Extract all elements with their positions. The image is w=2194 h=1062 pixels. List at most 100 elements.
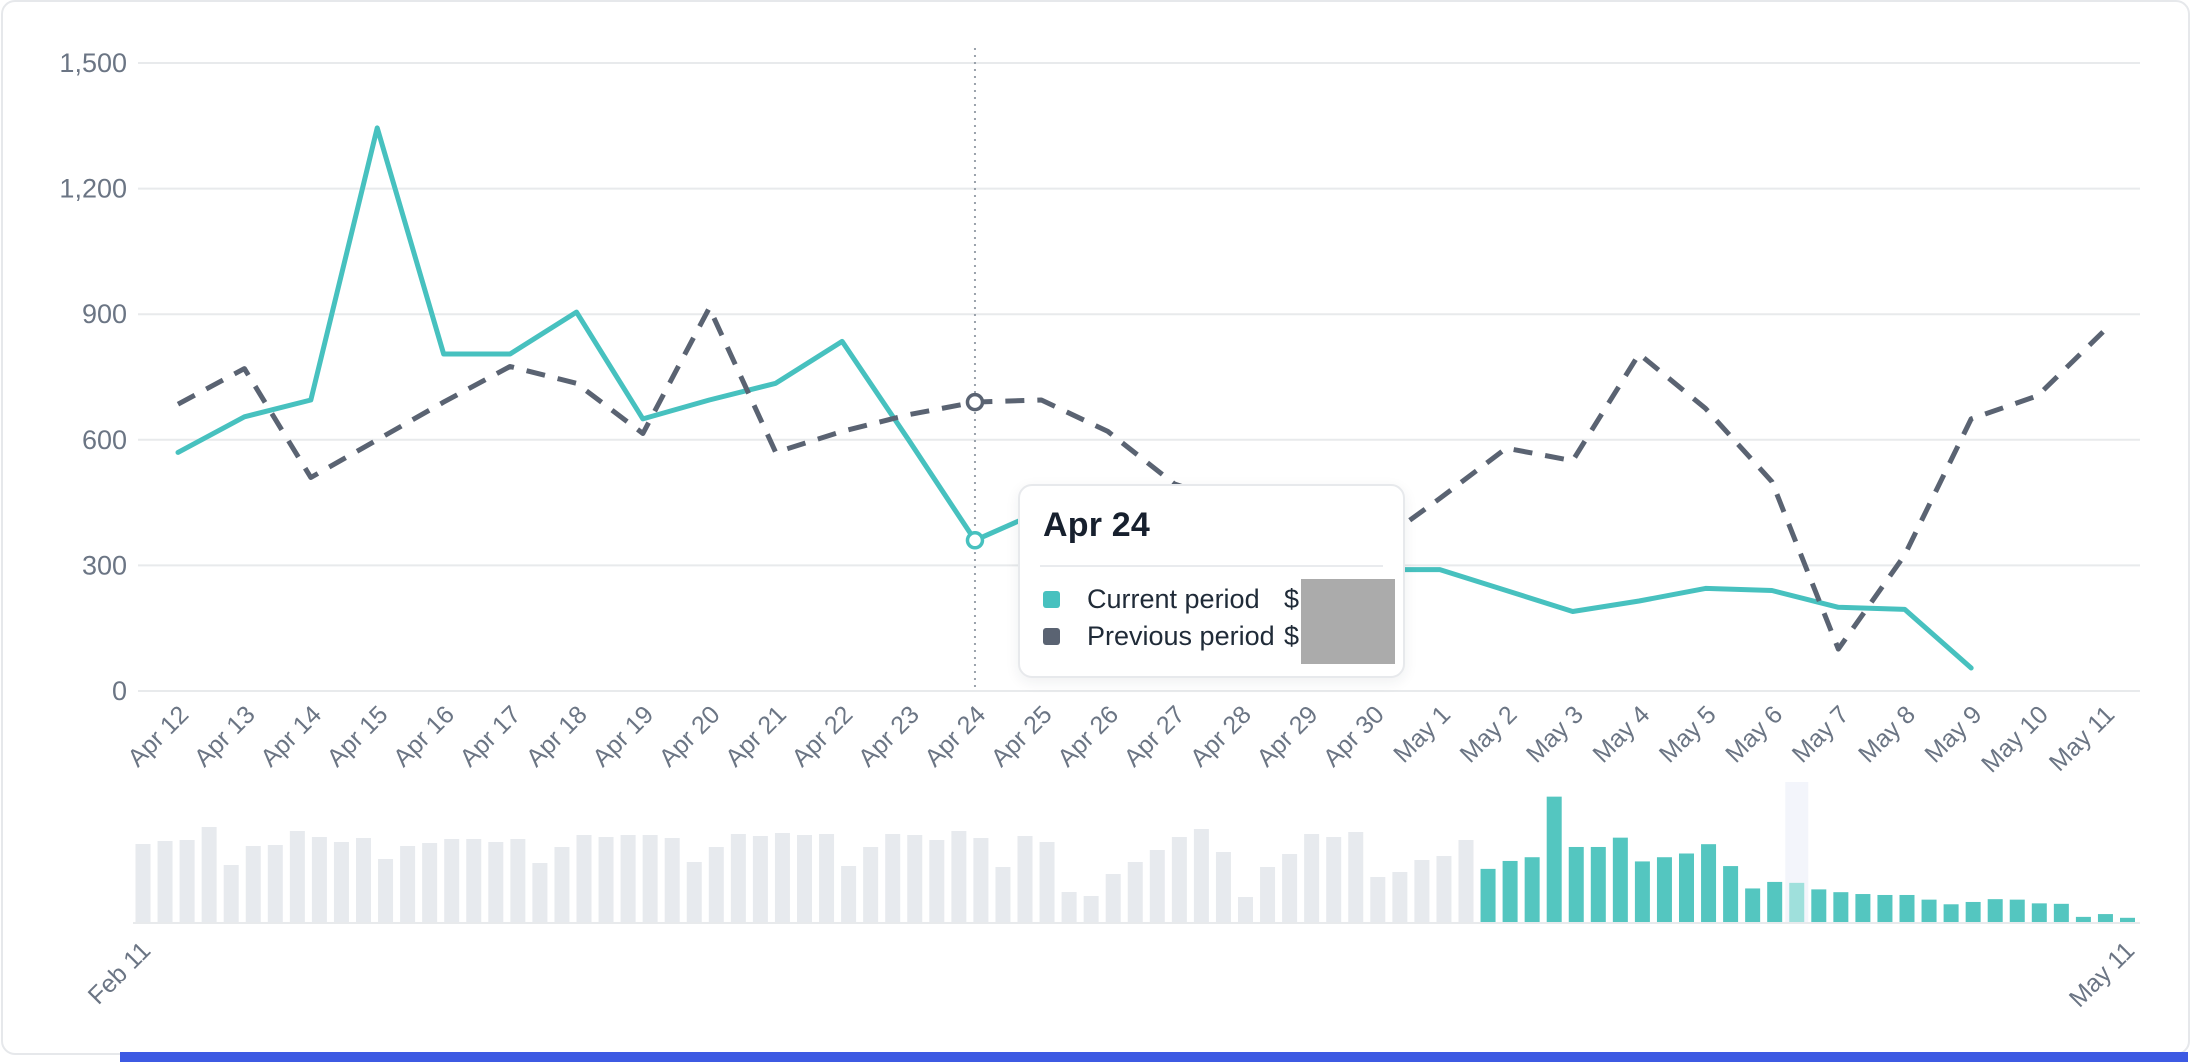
range-bar-past[interactable] — [774, 833, 790, 922]
range-bar-past[interactable] — [333, 842, 349, 922]
range-bar-current[interactable] — [1502, 860, 1518, 922]
range-bar-current[interactable] — [1965, 901, 1981, 922]
range-bar-current[interactable] — [1833, 892, 1849, 922]
range-bar-current[interactable] — [1590, 846, 1606, 922]
range-bar-past[interactable] — [1436, 856, 1452, 922]
range-bar-past[interactable] — [179, 840, 195, 922]
range-bar-past[interactable] — [289, 831, 305, 922]
range-bar-current[interactable] — [1899, 894, 1915, 922]
range-bar-past[interactable] — [929, 840, 945, 922]
range-bar-past[interactable] — [267, 845, 283, 922]
range-bar-current[interactable] — [1921, 899, 1937, 922]
range-bar-past[interactable] — [532, 863, 548, 922]
range-bar-past[interactable] — [819, 834, 835, 922]
range-bar-past[interactable] — [444, 839, 460, 922]
range-bar-past[interactable] — [995, 867, 1011, 922]
range-bar-past[interactable] — [400, 846, 416, 922]
range-bar-past[interactable] — [907, 835, 923, 922]
range-bar-past[interactable] — [686, 862, 702, 922]
range-bar-past[interactable] — [1392, 872, 1408, 922]
range-bar-past[interactable] — [1215, 852, 1231, 922]
range-bar-current[interactable] — [1701, 844, 1717, 922]
range-bar-past[interactable] — [1193, 829, 1209, 922]
range-bar-past[interactable] — [576, 835, 592, 922]
range-bar-past[interactable] — [135, 844, 151, 922]
range-bar-past[interactable] — [488, 842, 504, 922]
range-bar-current[interactable] — [1524, 857, 1540, 922]
range-bar-past[interactable] — [1171, 837, 1187, 922]
x-axis-tick-label: May 4 — [1587, 700, 1655, 768]
tooltip-date-title: Apr 24 — [1043, 506, 1151, 544]
range-bar-past[interactable] — [1105, 874, 1121, 922]
range-bar-current[interactable] — [1546, 796, 1562, 922]
range-bar-past[interactable] — [1061, 892, 1077, 922]
range-bar-past[interactable] — [201, 827, 217, 922]
range-bar-current[interactable] — [2120, 917, 2135, 922]
range-bar-past[interactable] — [752, 836, 768, 922]
range-bar-current[interactable] — [1855, 894, 1871, 922]
range-bar-current[interactable] — [1877, 894, 1893, 922]
y-axis-tick-label: 300 — [82, 550, 127, 580]
range-bar-current[interactable] — [1480, 868, 1496, 922]
range-bar-current[interactable] — [2097, 914, 2113, 922]
range-bar-past[interactable] — [1149, 850, 1165, 922]
range-bar-past[interactable] — [157, 841, 173, 922]
range-bar-past[interactable] — [1127, 862, 1143, 922]
range-bar-past[interactable] — [664, 838, 680, 922]
range-bar-current[interactable] — [2053, 903, 2069, 922]
range-bar-current[interactable] — [1987, 899, 2003, 922]
range-bar-current[interactable] — [2031, 903, 2047, 922]
range-bar-past[interactable] — [378, 859, 394, 922]
range-bar-current[interactable] — [1789, 882, 1805, 922]
range-bar-past[interactable] — [422, 843, 438, 922]
range-bar-past[interactable] — [356, 838, 371, 922]
range-bar-past[interactable] — [554, 847, 570, 922]
range-bar-past[interactable] — [1017, 836, 1033, 922]
previous-period-value: $ — [1284, 620, 1300, 651]
range-bar-past[interactable] — [642, 835, 658, 922]
range-bar-past[interactable] — [510, 839, 526, 922]
y-axis-tick-label: 1,500 — [59, 48, 127, 78]
range-bar-past[interactable] — [973, 838, 989, 922]
chart-tooltip: Apr 24 Current period $ Previous period … — [1018, 484, 1405, 678]
range-bar-past[interactable] — [797, 835, 812, 922]
range-bar-current[interactable] — [1723, 866, 1739, 922]
range-bar-past[interactable] — [1348, 832, 1364, 922]
range-bar-past[interactable] — [1039, 842, 1055, 922]
range-bar-past[interactable] — [1083, 896, 1099, 922]
range-bar-past[interactable] — [1238, 897, 1253, 922]
range-bar-current[interactable] — [2075, 916, 2091, 922]
range-bar-past[interactable] — [730, 834, 746, 922]
range-bar-past[interactable] — [841, 866, 857, 922]
range-bar-past[interactable] — [885, 834, 901, 922]
range-bar-past[interactable] — [1260, 867, 1276, 922]
range-bar-past[interactable] — [1304, 834, 1320, 922]
range-bar-current[interactable] — [1767, 881, 1783, 922]
range-bar-current[interactable] — [2009, 899, 2025, 922]
range-bar-past[interactable] — [1326, 837, 1342, 922]
previous-period-hover-marker — [965, 392, 985, 412]
range-bar-past[interactable] — [620, 835, 636, 922]
range-bar-past[interactable] — [951, 831, 967, 922]
range-bar-past[interactable] — [1282, 854, 1298, 922]
range-bar-past[interactable] — [598, 837, 614, 922]
range-bar-current[interactable] — [1612, 837, 1628, 922]
range-bar-past[interactable] — [1370, 877, 1386, 922]
range-bar-past[interactable] — [1458, 840, 1474, 922]
range-bar-past[interactable] — [311, 837, 327, 922]
range-bar-past[interactable] — [223, 865, 239, 922]
range-bar-current[interactable] — [1943, 904, 1959, 922]
range-bar-current[interactable] — [1568, 846, 1584, 922]
range-bar-past[interactable] — [708, 847, 724, 922]
range-bar-current[interactable] — [1634, 861, 1650, 922]
range-bar-current[interactable] — [1811, 889, 1827, 922]
range-bar-past[interactable] — [245, 846, 261, 922]
range-bar-past[interactable] — [466, 839, 482, 922]
range-bar-current[interactable] — [1656, 857, 1672, 922]
range-bar-current[interactable] — [1745, 888, 1761, 922]
range-bar-current[interactable] — [1679, 853, 1694, 922]
range-bar-past[interactable] — [1414, 860, 1430, 922]
range-bar-past[interactable] — [863, 847, 879, 922]
